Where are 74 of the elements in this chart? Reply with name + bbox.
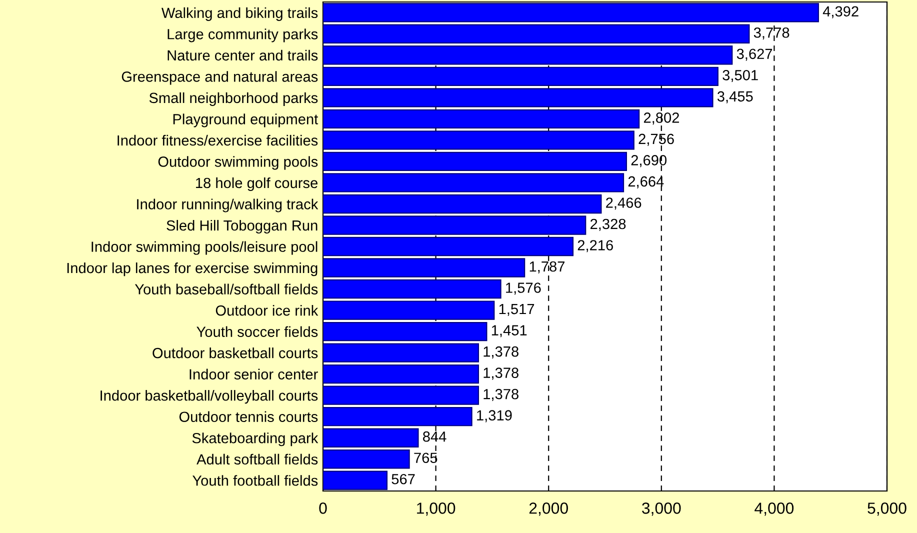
data-label: 3,778 [754,27,790,40]
y-tick-label: Greenspace and natural areas [122,71,318,85]
data-label: 3,501 [722,70,758,82]
y-tick-label: Youth football fields [192,475,318,486]
bar [323,406,472,426]
bar [323,88,714,108]
y-tick-label: Large community parks [168,28,318,42]
data-label: 4,392 [822,6,858,18]
y-tick-label: Outdoor tennis courts [179,411,318,422]
data-label: 567 [392,474,415,484]
y-tick-label: Nature center and trails [168,50,318,61]
data-label: 1,378 [484,368,518,380]
y-tick-label: 18 hole golf course [196,177,318,192]
data-label: 2,466 [606,198,642,210]
y-tick-label: Indoor senior center [190,368,318,380]
y-tick-label: Sled Hill Toboggan Run [166,220,318,234]
bar [323,66,718,86]
x-tick-label: 4,000 [754,502,794,516]
x-tick-label: 3,000 [642,502,681,516]
y-tick-label: Indoor fitness/exercise facilities [118,134,318,146]
y-tick-label: Adult softball fields [196,454,318,465]
data-label: 3,627 [736,48,772,61]
bar [323,109,640,129]
data-label: 1,517 [499,304,534,316]
y-tick-label: Outdoor basketball courts [152,348,318,358]
data-label: 1,787 [530,261,564,274]
data-label: 1,378 [484,346,518,358]
data-label: 2,664 [628,176,664,188]
data-label: 2,690 [631,155,667,168]
data-label: 2,756 [638,134,674,146]
x-tick-label: 5,000 [868,502,906,516]
y-tick-label: Skateboarding park [192,432,318,446]
bar [323,216,586,235]
x-tick-label: 2,000 [529,502,568,516]
bar [323,194,602,214]
y-tick-label: Small neighborhood parks [149,92,318,106]
bar [323,236,574,256]
bar [323,24,750,44]
y-tick-label: Outdoor swimming pools [158,156,318,170]
bar [323,386,479,405]
bar [323,470,388,490]
y-tick-label: Youth baseball/softball fields [134,284,318,294]
bar [323,3,819,22]
bar [323,46,733,65]
y-tick-label: Indoor basketball/volleyball courts [100,390,318,404]
data-label: 844 [423,431,446,442]
data-label: 1,378 [484,388,518,401]
y-tick-label: Outdoor ice rink [216,305,318,316]
bar [323,428,419,448]
bar [323,258,526,278]
y-tick-label: Indoor lap lanes for exercise swimming [67,262,318,276]
y-tick-label: Indoor running/walking track [137,198,318,212]
bar [323,152,627,172]
data-label: 1,319 [477,410,512,422]
x-tick-label: 0 [319,502,327,514]
data-label: 2,216 [578,240,613,252]
data-label: 1,451 [492,325,527,338]
data-label: 3,455 [717,91,753,104]
bar [323,343,479,362]
x-tick-label: 1,000 [417,502,456,516]
y-tick-label: Walking and biking trails [162,7,318,21]
y-tick-label: Youth soccer fields [196,326,318,337]
bar [323,300,495,320]
bar [323,130,634,150]
bar [323,322,488,342]
bar [323,450,410,469]
data-label: 1,576 [506,282,541,295]
bar [323,364,479,384]
bar [323,279,502,299]
y-tick-label: Indoor swimming pools/leisure pool [92,241,318,255]
data-label: 2,802 [644,112,679,125]
bar [323,173,624,192]
y-tick-label: Playground equipment [173,114,318,128]
data-label: 2,328 [590,218,626,231]
